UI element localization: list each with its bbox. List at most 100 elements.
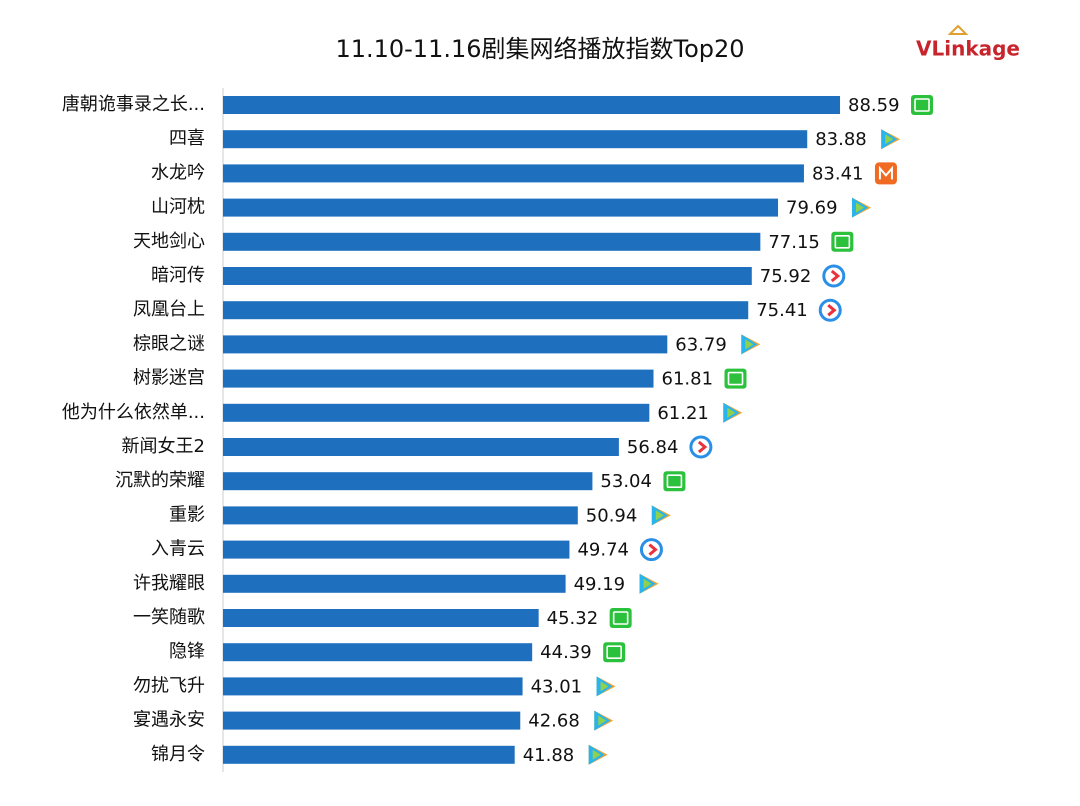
- y-tick-label: 锦月令: [151, 744, 205, 765]
- platform-icon: [881, 129, 901, 150]
- icon-m: [878, 165, 893, 180]
- bar: [223, 267, 752, 285]
- icon-inner: [666, 474, 683, 489]
- bar: [223, 403, 650, 422]
- icon-inner: [834, 235, 851, 249]
- icon-front: [643, 578, 652, 589]
- icon-bg: [724, 368, 747, 389]
- value-label: 41.88: [523, 745, 575, 766]
- bar: [223, 574, 566, 593]
- value-label: 88.59: [848, 95, 900, 116]
- icon-front: [745, 339, 754, 350]
- value-label: 61.21: [657, 403, 709, 424]
- chart-title: 11.10-11.16剧集网络播放指数Top20: [335, 35, 744, 63]
- y-tick-label: 山河枕: [151, 197, 205, 218]
- bar: [223, 677, 523, 696]
- value-label: 50.94: [586, 505, 638, 526]
- bar: [223, 506, 578, 525]
- value-label: 61.81: [662, 369, 714, 390]
- value-label: 43.01: [531, 676, 583, 697]
- platform-icon: [852, 197, 872, 218]
- icon-front: [856, 202, 865, 213]
- icon-front: [655, 510, 664, 521]
- value-label: 63.79: [675, 334, 727, 355]
- platform-icon: [831, 231, 854, 252]
- logo: VLinkage: [916, 37, 1020, 61]
- platform-icon: [639, 573, 659, 594]
- platform-icon: [724, 368, 747, 389]
- icon-front: [885, 134, 894, 145]
- bar: [223, 609, 539, 627]
- icon-play: [697, 440, 708, 454]
- bar: [223, 540, 570, 559]
- icon-bg: [874, 162, 897, 185]
- platform-icon: [822, 264, 846, 288]
- bar: [223, 369, 654, 388]
- bar: [223, 745, 515, 764]
- icon-inner: [612, 611, 629, 625]
- value-label: 56.84: [627, 437, 679, 458]
- platform-icon: [609, 608, 632, 628]
- y-tick-label: 棕眼之谜: [133, 333, 205, 354]
- platform-icon: [588, 744, 608, 765]
- platform-icon: [818, 298, 842, 322]
- platform-icon: [911, 95, 934, 115]
- icon-play: [827, 304, 837, 317]
- y-tick-label: 隐锋: [169, 641, 205, 662]
- platform-icon: [651, 505, 671, 526]
- icon-front: [598, 715, 607, 726]
- value-label: 75.92: [760, 266, 812, 287]
- y-tick-label: 宴遇永安: [133, 709, 205, 731]
- icon-inner: [914, 98, 930, 112]
- bar: [223, 643, 533, 662]
- bar: [223, 711, 521, 730]
- bar: [223, 198, 779, 217]
- icon-inner: [727, 371, 744, 386]
- icon-bg: [911, 95, 934, 115]
- platform-icon: [596, 676, 616, 697]
- icon-ring: [822, 264, 846, 288]
- platform-icon: [689, 435, 713, 459]
- value-label: 45.32: [547, 608, 599, 629]
- y-tick-label: 唐朝诡事录之长...: [62, 94, 205, 115]
- icon-front: [600, 681, 609, 692]
- bar: [223, 472, 593, 491]
- y-tick-label: 天地剑心: [133, 231, 205, 252]
- y-tick-label: 重影: [169, 504, 205, 525]
- value-label: 83.88: [815, 129, 867, 150]
- value-label: 49.74: [577, 540, 629, 561]
- value-label: 42.68: [528, 711, 580, 732]
- icon-play: [830, 269, 841, 283]
- value-label: 49.19: [574, 574, 626, 595]
- value-label: 79.69: [786, 198, 838, 219]
- icon-play: [648, 543, 658, 556]
- icon-bg: [831, 231, 854, 252]
- icon-ring: [689, 435, 713, 459]
- y-tick-label: 他为什么依然单...: [62, 402, 205, 423]
- bar: [223, 96, 841, 114]
- bar: [223, 438, 619, 456]
- y-tick-label: 沉默的荣耀: [115, 470, 205, 491]
- y-tick-label: 勿扰飞升: [133, 675, 205, 696]
- y-tick-label: 树影迷宫: [133, 368, 205, 389]
- bar: [223, 301, 749, 320]
- icon-front: [592, 749, 601, 760]
- platform-icon: [723, 402, 743, 423]
- icon-inner: [606, 645, 622, 660]
- icon-bg: [663, 471, 686, 492]
- icon-bg: [603, 642, 626, 663]
- platform-icon: [594, 710, 614, 731]
- y-tick-label: 暗河传: [151, 265, 205, 286]
- bar: [223, 164, 804, 183]
- platform-icon: [603, 642, 626, 663]
- bar: [223, 335, 668, 354]
- y-tick-label: 一笑随歌: [133, 607, 205, 628]
- value-label: 77.15: [768, 232, 820, 253]
- platform-icon: [639, 538, 663, 562]
- bar: [223, 232, 761, 251]
- icon-ring: [818, 298, 842, 322]
- logo-mark: [947, 24, 969, 35]
- y-tick-label: 许我耀眼: [133, 573, 205, 594]
- value-label: 44.39: [540, 642, 592, 663]
